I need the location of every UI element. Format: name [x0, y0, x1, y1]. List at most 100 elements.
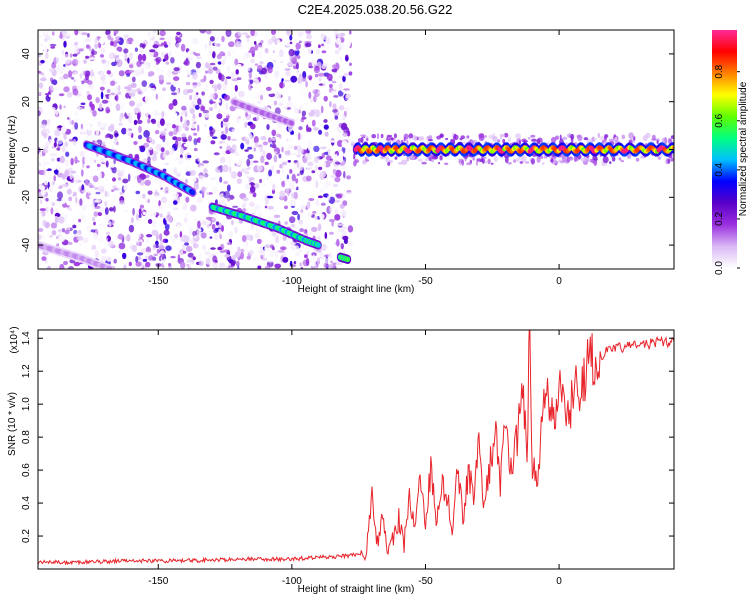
spectrogram-speck	[201, 91, 205, 96]
spectrogram-speck	[104, 190, 108, 197]
spectrogram-speck	[146, 237, 149, 244]
spectrogram-speck	[80, 123, 84, 130]
spectrogram-speck	[191, 72, 198, 80]
spectrogram-speck	[198, 175, 204, 178]
snr-ytick-label: 1.4	[21, 331, 32, 345]
spectrogram-speck	[289, 199, 296, 207]
spectrogram-speck	[86, 128, 92, 137]
spectrogram-speck	[318, 129, 323, 135]
spectrogram-track	[336, 252, 352, 264]
spectrogram-speck	[105, 160, 109, 168]
spectrogram-speck	[428, 134, 433, 141]
spectrogram-speck	[196, 196, 203, 204]
spectrogram-speck	[107, 125, 115, 132]
spectrogram-speck	[183, 217, 188, 224]
spectrogram-speck	[320, 202, 326, 206]
spectrogram-speck	[73, 119, 77, 123]
spectrogram-speck	[219, 234, 223, 240]
spectrogram-speck	[236, 178, 243, 185]
spectrogram-speck	[130, 89, 137, 94]
spectrogram-speck	[269, 143, 273, 148]
spectrogram-speck	[139, 204, 145, 209]
spectrogram-speck	[50, 153, 57, 157]
spectrogram-speck	[340, 122, 348, 131]
spectrogram-speck	[314, 264, 318, 269]
spectrogram-speck	[271, 165, 275, 173]
spectrogram-speck	[291, 210, 299, 216]
spectrogram-speck	[180, 115, 183, 123]
spectrogram-speck	[138, 214, 142, 218]
spectrogram-speck	[251, 93, 255, 100]
spectrogram-speck	[192, 230, 197, 237]
spectrogram-speck	[201, 186, 206, 194]
spectrogram-speck	[243, 201, 247, 206]
spectrogram-speck	[157, 103, 162, 109]
spectrogram-speck	[314, 109, 322, 117]
spectrogram-speck	[99, 37, 105, 45]
spectrogram-speck	[270, 209, 277, 216]
spectrogram-speck	[283, 180, 290, 189]
spectrogram-speck	[91, 203, 95, 208]
spectrogram-speck	[210, 247, 216, 250]
spectrogram-speck	[343, 72, 348, 78]
spectrogram-speck	[633, 136, 636, 141]
spectrogram-speck	[50, 77, 54, 82]
spectrogram-speck	[337, 223, 344, 226]
spectrogram-speck	[67, 117, 70, 120]
spectrogram-speck	[406, 157, 409, 162]
spectrogram-speck	[193, 177, 197, 182]
spectrogram-speck	[306, 51, 313, 59]
spectrogram-speck	[108, 221, 112, 227]
spectrogram-speck	[191, 100, 195, 106]
spectrogram-speck	[113, 30, 119, 35]
spectrogram-speck	[289, 169, 293, 174]
spectrogram-speck	[110, 92, 116, 96]
spectrogram-speck	[492, 136, 498, 142]
spectrogram-speck	[110, 39, 114, 42]
spectrogram-speck	[155, 244, 159, 249]
spectrogram-speck	[127, 173, 131, 182]
spectrogram-speck	[317, 91, 322, 95]
spectrogram-speck	[536, 156, 541, 163]
spectrogram-speck	[308, 91, 312, 99]
spectrogram-speck	[541, 162, 545, 165]
spectrogram-speck	[667, 158, 671, 164]
spectrogram-speck	[193, 138, 198, 146]
spectrogram-speck	[254, 225, 261, 230]
spectrogram-speck	[276, 169, 281, 174]
spectrogram-speck	[156, 249, 160, 254]
spectrogram-speck	[127, 84, 132, 92]
spectrogram-speck	[260, 39, 264, 44]
spectrogram-speck	[354, 159, 360, 164]
spectrogram-speck	[268, 231, 273, 238]
spectrogram-speck	[276, 39, 281, 44]
spectrogram-speck	[166, 200, 172, 203]
spectrogram-speck	[75, 232, 81, 235]
spectrogram-speck	[193, 121, 197, 124]
colorbar-ramp	[712, 30, 737, 268]
spectrogram-speck	[125, 127, 129, 135]
spectrogram-speck	[70, 37, 78, 44]
spectrogram-speck	[290, 75, 298, 83]
spectrogram-speck	[301, 116, 307, 120]
spectrogram-speck	[69, 48, 73, 52]
snr-xtick-label: -150	[148, 576, 168, 587]
spectrogram-speck	[234, 58, 239, 66]
spectrogram-speck	[138, 102, 143, 107]
spectrogram-speck	[347, 225, 354, 233]
spectrogram-speck	[67, 232, 73, 240]
spectrogram-speck	[287, 95, 291, 102]
spectrogram-speck	[197, 98, 202, 105]
spectrogram-speck	[172, 80, 180, 88]
spectrogram-speck	[50, 207, 54, 215]
spectrogram-speck	[334, 153, 338, 160]
spectrogram-speck	[515, 133, 521, 140]
spectrogram-speck	[296, 154, 302, 158]
spectrogram-speck	[131, 265, 139, 269]
spectrogram-speck	[349, 30, 352, 35]
spectrogram-speck	[306, 175, 312, 182]
spectrogram-speck	[199, 165, 205, 171]
spectrogram-speck	[651, 135, 655, 139]
spectrogram-speck	[73, 261, 81, 267]
spectrogram-speck	[145, 261, 151, 268]
